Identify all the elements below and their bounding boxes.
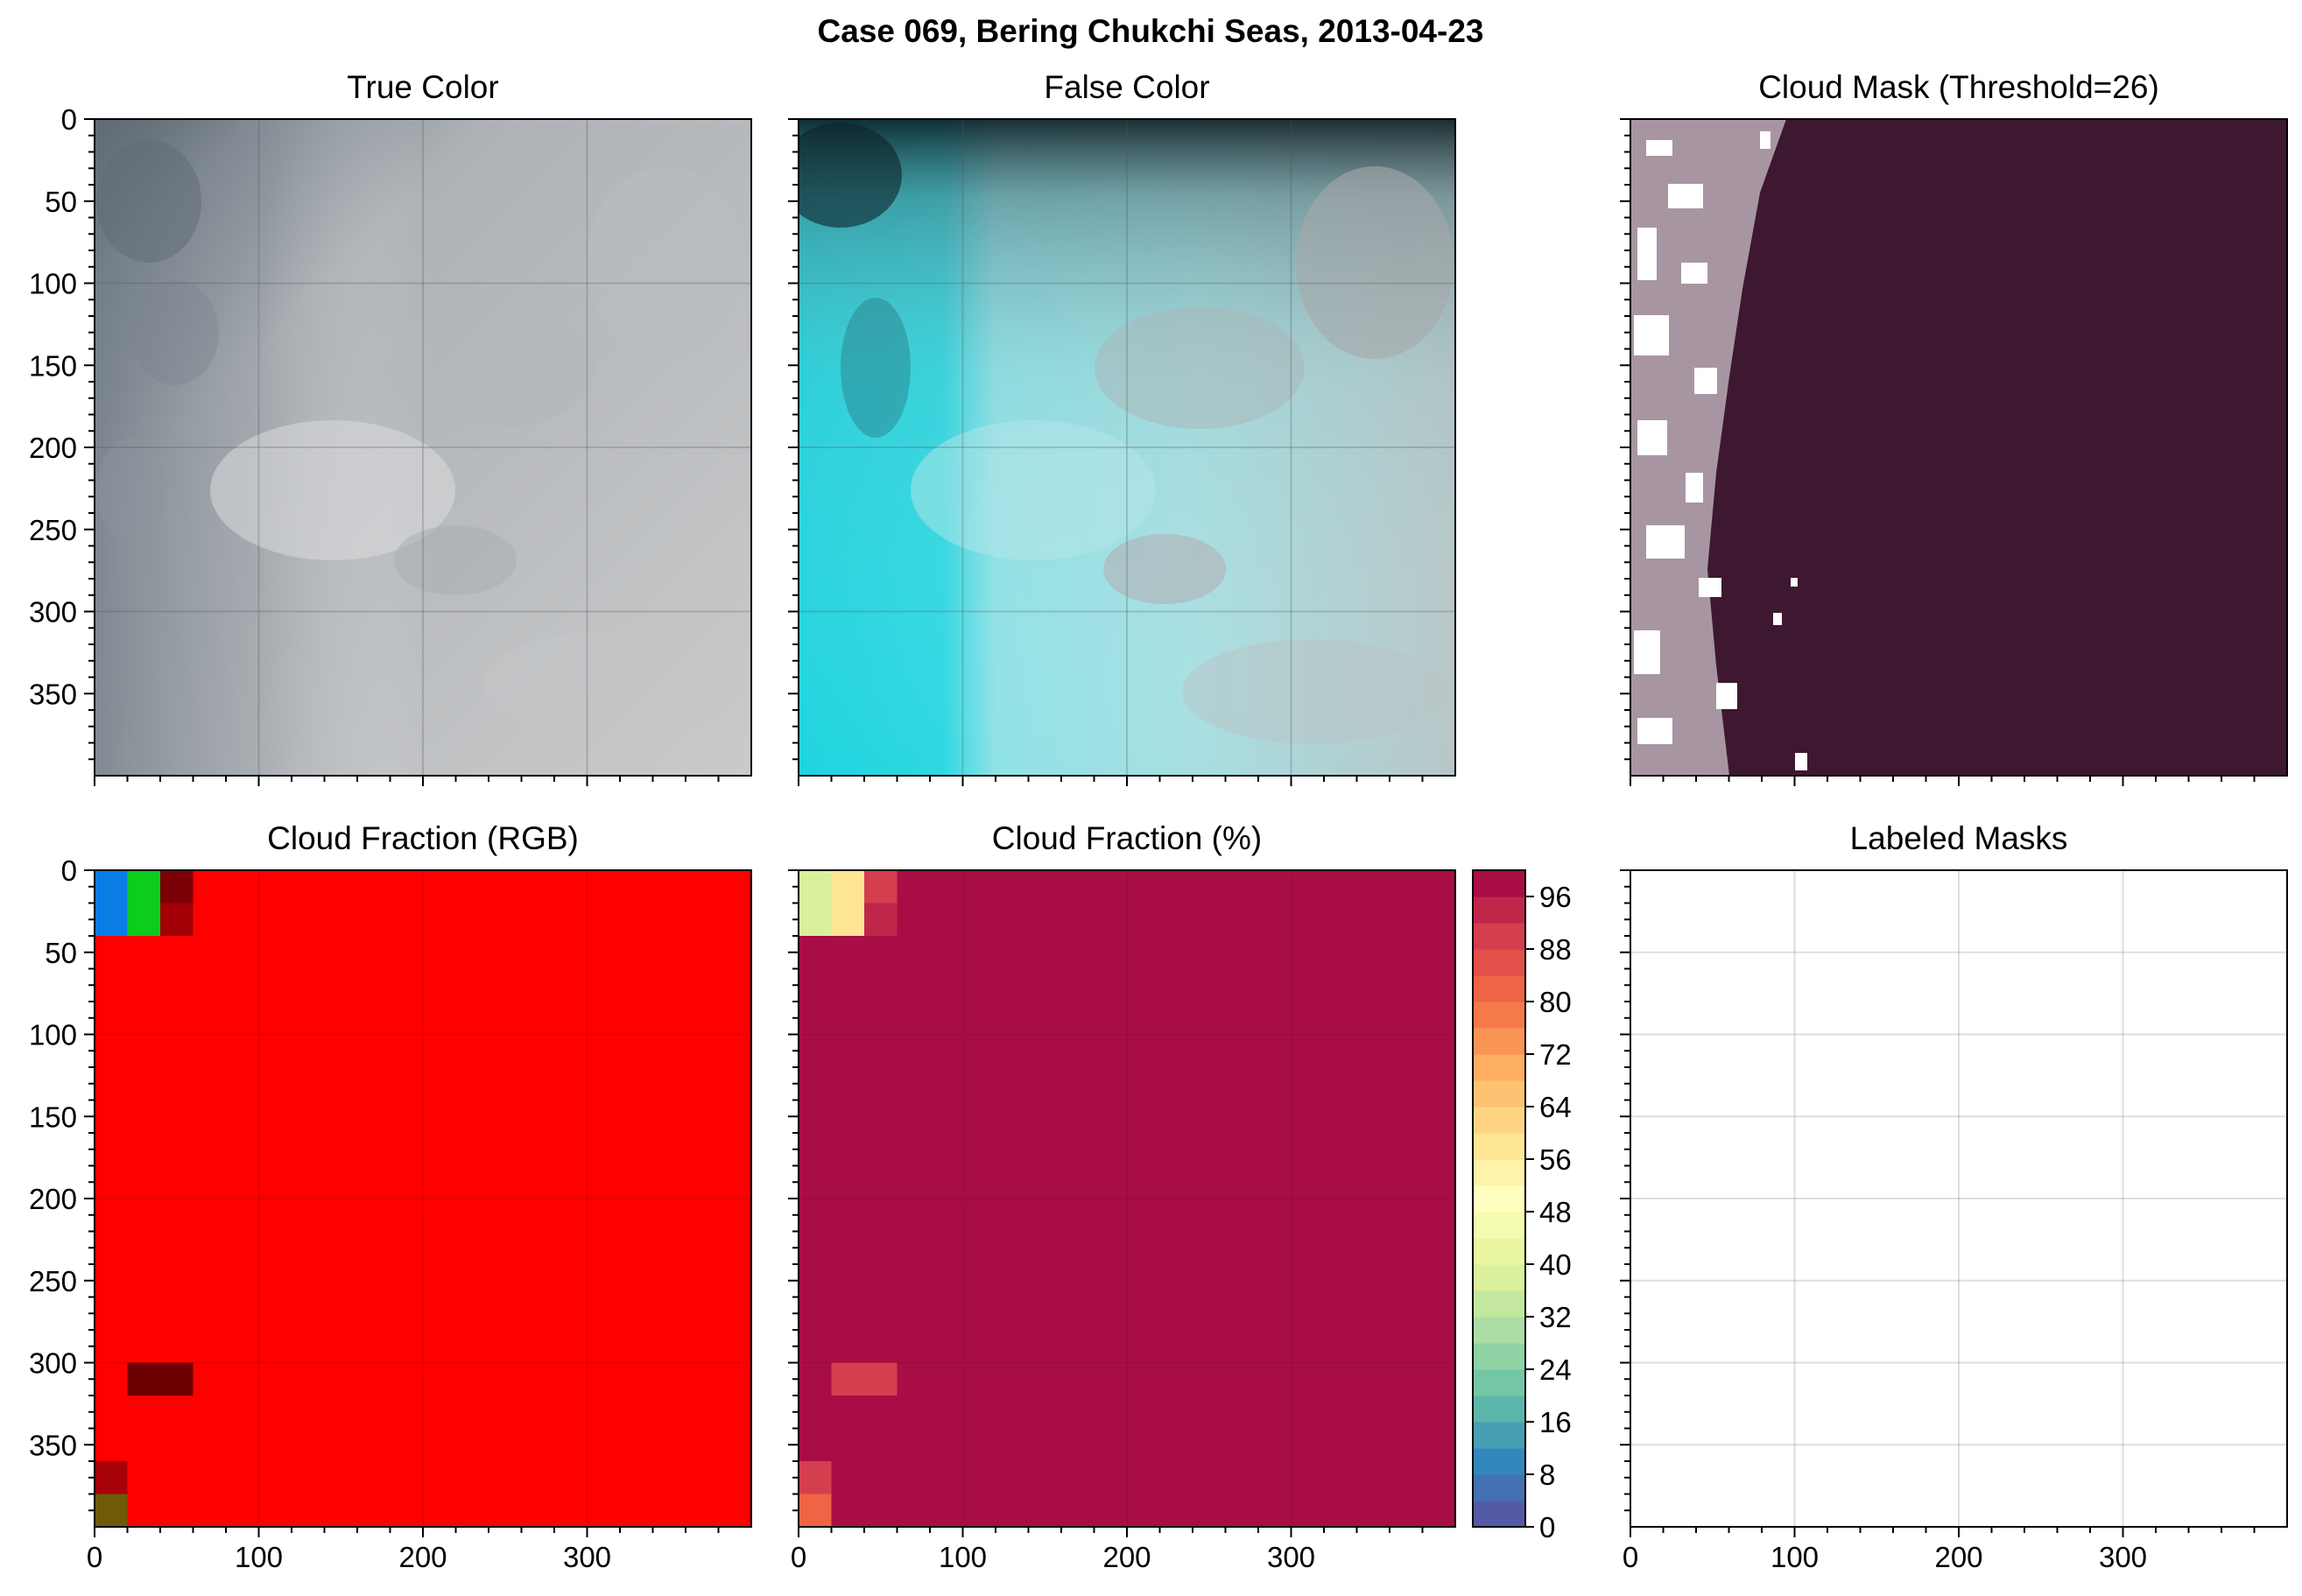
cf-pct-plot bbox=[799, 870, 1455, 1527]
xtick-label-3-300: 300 bbox=[563, 1541, 611, 1573]
colorbar-tick-label-48: 48 bbox=[1539, 1196, 1572, 1228]
colorbar-level-20 bbox=[1473, 975, 1525, 1002]
cf-rgb-cell-4 bbox=[127, 1362, 194, 1396]
xtick-label-4-0: 0 bbox=[791, 1541, 806, 1573]
colorbar-tick-label-0: 0 bbox=[1539, 1511, 1555, 1543]
colorbar-level-9 bbox=[1473, 1264, 1525, 1291]
ytick-label-3-100: 100 bbox=[29, 1019, 77, 1051]
ytick-label-0-300: 300 bbox=[29, 596, 77, 629]
xtick-label-4-200: 200 bbox=[1102, 1541, 1151, 1573]
cf-pct-cell-2 bbox=[864, 870, 898, 903]
colorbar-level-15 bbox=[1473, 1107, 1525, 1134]
cloud-mask-image bbox=[1630, 119, 2287, 776]
colorbar-level-3 bbox=[1473, 1422, 1525, 1449]
colorbar-tick-label-32: 32 bbox=[1539, 1301, 1572, 1333]
ytick-label-0-150: 150 bbox=[29, 349, 77, 382]
colorbar-tick-label-64: 64 bbox=[1539, 1091, 1572, 1123]
xtick-label-5-0: 0 bbox=[1623, 1541, 1638, 1573]
ytick-label-3-350: 350 bbox=[29, 1429, 77, 1461]
colorbar-tick-label-88: 88 bbox=[1539, 933, 1572, 966]
ytick-label-0-50: 50 bbox=[45, 186, 77, 218]
colorbar-tick-label-56: 56 bbox=[1539, 1143, 1572, 1176]
colorbar-level-22 bbox=[1473, 923, 1525, 950]
colorbar-tick-label-24: 24 bbox=[1539, 1353, 1572, 1386]
cf-rgb-cell-1 bbox=[127, 870, 160, 936]
cf-pct-cell-1 bbox=[831, 870, 864, 936]
colorbar-frame bbox=[1472, 869, 1526, 1528]
xtick-label-4-100: 100 bbox=[939, 1541, 987, 1573]
colorbar-tick-label-8: 8 bbox=[1539, 1459, 1555, 1491]
colorbar-level-14 bbox=[1473, 1133, 1525, 1160]
cf-pct-cell-6 bbox=[799, 1494, 832, 1527]
ytick-label-0-250: 250 bbox=[29, 514, 77, 546]
colorbar-level-2 bbox=[1473, 1448, 1525, 1475]
colorbar-tick-label-72: 72 bbox=[1539, 1038, 1572, 1071]
ytick-label-3-50: 50 bbox=[45, 937, 77, 969]
colorbar-level-6 bbox=[1473, 1343, 1525, 1370]
ytick-label-3-150: 150 bbox=[29, 1100, 77, 1133]
colorbar-level-10 bbox=[1473, 1238, 1525, 1265]
colorbar-level-24 bbox=[1473, 870, 1525, 897]
cf-rgb-cell-6 bbox=[95, 1494, 128, 1527]
cf-rgb-plot bbox=[95, 870, 751, 1527]
true-color-image bbox=[95, 119, 751, 776]
xtick-label-5-200: 200 bbox=[1934, 1541, 1982, 1573]
colorbar-level-8 bbox=[1473, 1290, 1525, 1318]
ytick-label-3-0: 0 bbox=[61, 854, 77, 887]
colorbar-level-12 bbox=[1473, 1185, 1525, 1213]
ytick-label-3-300: 300 bbox=[29, 1347, 77, 1380]
cf-pct-cell-3 bbox=[864, 903, 898, 936]
panel-title-true-color: True Color bbox=[347, 69, 498, 105]
colorbar-tick-label-80: 80 bbox=[1539, 986, 1572, 1018]
panel-title-cf-rgb: Cloud Fraction (RGB) bbox=[267, 820, 579, 856]
colorbar-level-11 bbox=[1473, 1212, 1525, 1239]
xtick-label-5-100: 100 bbox=[1770, 1541, 1819, 1573]
cf-pct-cell-5 bbox=[799, 1461, 832, 1494]
ytick-label-0-100: 100 bbox=[29, 268, 77, 300]
panel-title-cf-pct: Cloud Fraction (%) bbox=[992, 820, 1262, 856]
colorbar-tick-label-96: 96 bbox=[1539, 881, 1572, 913]
colorbar-level-1 bbox=[1473, 1474, 1525, 1501]
xtick-label-3-100: 100 bbox=[235, 1541, 283, 1573]
figure-suptitle: Case 069, Bering Chukchi Seas, 2013-04-2… bbox=[818, 13, 1484, 49]
ytick-label-0-0: 0 bbox=[61, 103, 77, 136]
labeled-masks-plot bbox=[1630, 870, 2287, 1527]
ytick-label-0-350: 350 bbox=[29, 678, 77, 710]
panel-title-cloud-mask: Cloud Mask (Threshold=26) bbox=[1758, 69, 2159, 105]
panel-title-labeled: Labeled Masks bbox=[1850, 820, 2068, 856]
xtick-label-3-0: 0 bbox=[87, 1541, 102, 1573]
cf-rgb-cell-2 bbox=[160, 870, 194, 903]
colorbar-level-19 bbox=[1473, 1002, 1525, 1029]
colorbar-tick-label-40: 40 bbox=[1539, 1248, 1572, 1281]
colorbar-level-5 bbox=[1473, 1369, 1525, 1396]
ytick-label-3-250: 250 bbox=[29, 1265, 77, 1297]
axes-overlays: 0 50 100 150 200 250 300 350 0 50 100 150 200 250 300 3… bbox=[29, 103, 2288, 1573]
colorbar-level-7 bbox=[1473, 1317, 1525, 1344]
colorbar-tick-label-16: 16 bbox=[1539, 1406, 1572, 1438]
colorbar-level-17 bbox=[1473, 1054, 1525, 1081]
colorbar-level-18 bbox=[1473, 1028, 1525, 1055]
cf-pct-background bbox=[799, 870, 1455, 1527]
cf-rgb-cell-0 bbox=[95, 870, 128, 936]
colorbar-level-16 bbox=[1473, 1080, 1525, 1107]
cf-rgb-background bbox=[95, 870, 751, 1527]
panel-title-false-color: False Color bbox=[1044, 69, 1209, 105]
xtick-label-4-300: 300 bbox=[1267, 1541, 1315, 1573]
colorbar-level-13 bbox=[1473, 1159, 1525, 1186]
ytick-label-3-200: 200 bbox=[29, 1183, 77, 1215]
cf-colorbar: 0 8 16 24 32 40 48 56 64 72 80 88 96 bbox=[1472, 869, 1572, 1543]
cf-pct-cell-4 bbox=[831, 1362, 898, 1396]
colorbar-level-23 bbox=[1473, 896, 1525, 924]
colorbar-level-0 bbox=[1473, 1501, 1525, 1528]
cf-rgb-cell-5 bbox=[95, 1461, 128, 1494]
cf-pct-cell-0 bbox=[799, 870, 832, 936]
false-color-image bbox=[799, 119, 1455, 776]
ytick-label-0-200: 200 bbox=[29, 432, 77, 464]
colorbar-level-4 bbox=[1473, 1396, 1525, 1423]
xtick-label-5-300: 300 bbox=[2099, 1541, 2147, 1573]
colorbar-level-21 bbox=[1473, 949, 1525, 976]
xtick-label-3-200: 200 bbox=[398, 1541, 447, 1573]
cf-rgb-cell-3 bbox=[160, 903, 194, 936]
